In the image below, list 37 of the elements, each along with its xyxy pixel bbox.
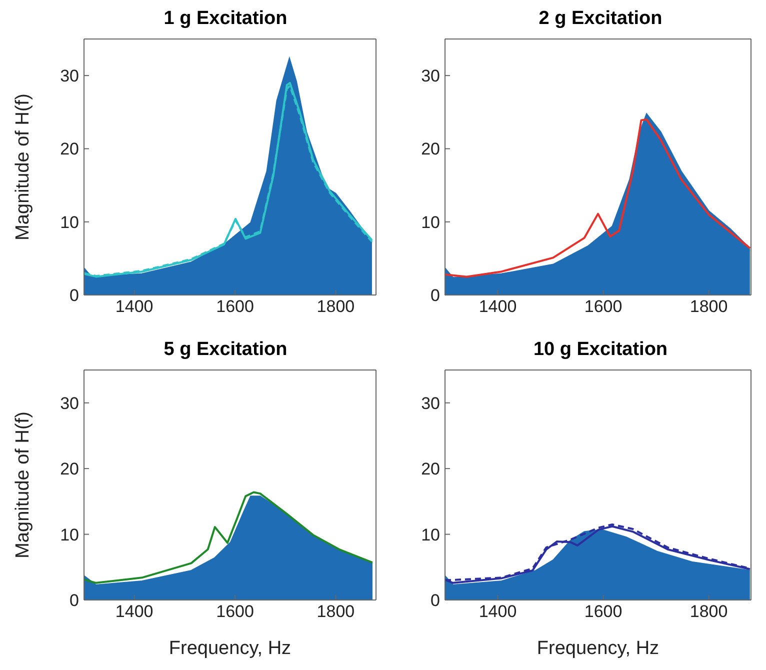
y-tick-label: 30 (60, 66, 79, 86)
y-axis-title: Magnitude of H(f) (12, 94, 34, 240)
y-tick-label: 10 (60, 212, 79, 232)
x-tick-label: 1800 (690, 602, 728, 622)
chart-title: 10 g Excitation (532, 339, 669, 362)
y-tick-label: 20 (421, 460, 440, 479)
x-tick-label: 1800 (316, 602, 355, 622)
line-series (84, 491, 374, 584)
x-tick-label: 1800 (690, 297, 728, 316)
y-tick-label: 30 (421, 394, 440, 413)
x-tick-label: 1600 (584, 602, 622, 622)
x-tick-label: 1400 (478, 297, 517, 316)
y-tick-label: 0 (70, 286, 79, 306)
y-axis-title: Magnitude of H(f) (12, 412, 34, 558)
x-axis-title: Frequency, Hz (536, 638, 660, 659)
chart-title: 5 g Excitation (162, 339, 288, 362)
x-tick-label: 1400 (478, 602, 517, 622)
y-tick-label: 0 (70, 591, 79, 610)
y-tick-label: 30 (60, 394, 79, 413)
chart-title: 2 g Excitation (538, 8, 664, 31)
x-tick-label: 1800 (316, 297, 355, 316)
x-tick-label: 1600 (216, 297, 254, 316)
y-tick-label: 10 (60, 525, 79, 544)
y-tick-label: 10 (421, 525, 440, 544)
y-tick-label: 30 (421, 66, 440, 86)
x-tick-label: 1600 (216, 602, 254, 622)
x-tick-label: 1400 (115, 297, 154, 316)
y-tick-label: 0 (430, 286, 440, 306)
x-tick-label: 1600 (584, 297, 622, 316)
y-tick-label: 20 (60, 460, 79, 479)
chart-title: 1 g Excitation (162, 8, 288, 31)
y-tick-label: 20 (421, 140, 440, 159)
y-tick-label: 20 (60, 140, 79, 159)
y-tick-label: 10 (421, 212, 440, 232)
x-tick-label: 1400 (115, 602, 154, 622)
y-tick-label: 0 (430, 591, 440, 610)
x-axis-title: Frequency, Hz (168, 638, 292, 659)
